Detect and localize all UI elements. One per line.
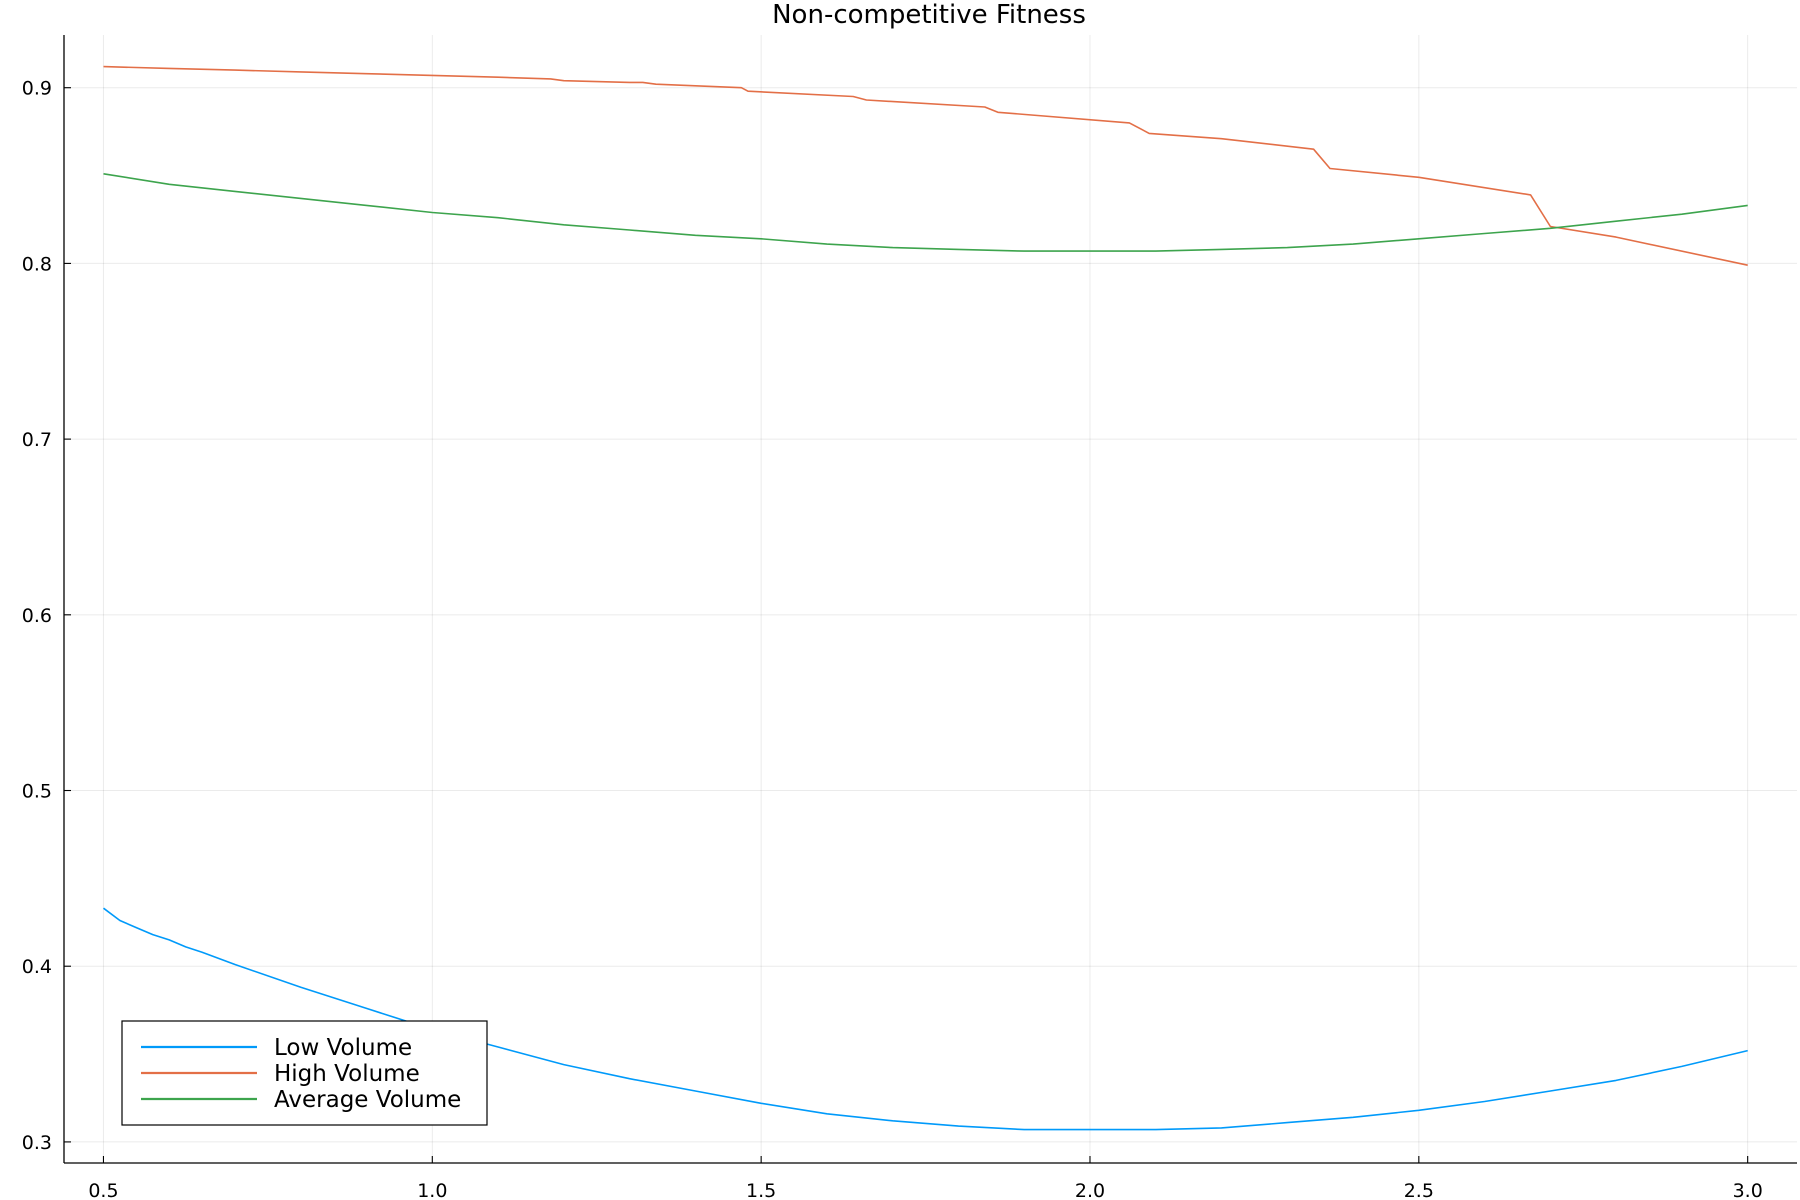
x-tick-label: 2.0 [1075,1180,1105,1200]
legend-label-low-volume: Low Volume [274,1035,412,1061]
series-line-high-volume [103,65,1748,266]
x-tick-label: 3.0 [1733,1180,1763,1200]
y-tick-label: 0.7 [22,429,52,451]
plot-series [103,65,1748,1131]
legend-label-average-volume: Average Volume [274,1087,461,1113]
y-tick-label: 0.5 [22,781,52,803]
chart-title: Non-competitive Fitness [772,0,1086,30]
series-line-low-volume [103,907,1748,1131]
x-tick-label: 0.5 [88,1180,118,1200]
y-tick-label: 0.9 [22,78,52,100]
y-tick-label: 0.4 [22,956,52,978]
grid [64,35,1797,1163]
y-tick-label: 0.6 [22,605,52,627]
x-tick-label: 1.5 [746,1180,776,1200]
series-line-average-volume [103,173,1748,252]
y-tick-label: 0.3 [22,1132,52,1154]
x-axis-ticks: 0.5 1.0 1.5 2.0 2.5 3.0 [88,1156,1763,1200]
x-tick-label: 2.5 [1404,1180,1434,1200]
x-tick-label: 1.0 [417,1180,447,1200]
y-tick-label: 0.8 [22,253,52,275]
legend-label-high-volume: High Volume [274,1061,420,1087]
axes [63,35,1797,1164]
y-axis-ticks: 0.3 0.4 0.5 0.6 0.7 0.8 0.9 [22,78,71,1154]
